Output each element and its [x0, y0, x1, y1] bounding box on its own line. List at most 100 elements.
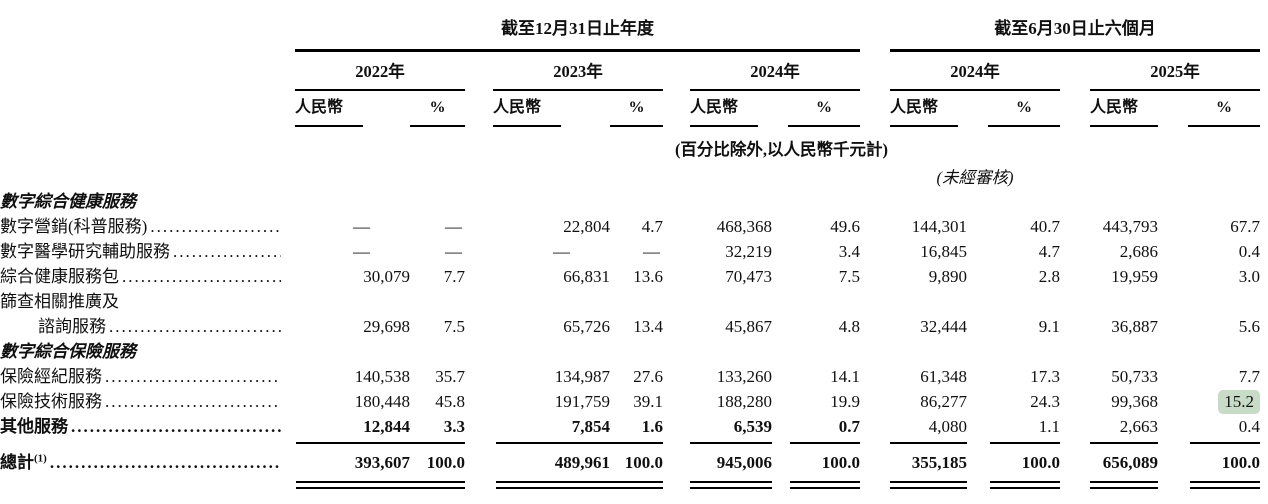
spacer: [1260, 264, 1268, 289]
unaudited-row: (未經審核): [0, 161, 1268, 189]
value-cell: 180,448: [354, 392, 410, 411]
rmb-header: 人民幣: [690, 90, 772, 127]
value-cell: 9,890: [928, 267, 967, 286]
revenue-breakdown-table: 截至12月31日止年度 截至6月30日止六個月 2022年 2023年 2024…: [0, 0, 1268, 489]
value-cell: 0.4: [1238, 242, 1261, 261]
pct-header: %: [610, 90, 663, 127]
spacer: [663, 239, 690, 264]
year-2025-6m: 2025年: [1090, 50, 1261, 91]
row-label-text: 綜合健康服務包: [0, 267, 119, 286]
rule: [410, 476, 465, 489]
table-row: 其他服務....................................…: [0, 414, 1268, 439]
value-cell: 7.7: [443, 267, 465, 286]
pct-label: %: [410, 91, 465, 127]
value-cell: 2,686: [1119, 242, 1158, 261]
value-cell: 22,804: [563, 217, 610, 236]
pct-header: %: [967, 90, 1060, 127]
value-cell: 443,793: [1102, 217, 1158, 236]
spacer: [1060, 414, 1090, 439]
spacer: [860, 314, 890, 339]
spacer: [1260, 239, 1268, 264]
section-label-text: 數字綜合健康服務: [0, 192, 136, 211]
spacer: [663, 264, 690, 289]
row-label: 數字醫學研究輔助服務..............................…: [0, 239, 295, 264]
value-cell: 100.0: [1021, 453, 1060, 472]
value-cell: 39.1: [633, 392, 663, 411]
value-cell: 2.8: [1038, 267, 1060, 286]
section-header-row: 數字綜合健康服務: [0, 189, 1268, 214]
spacer: [1260, 444, 1268, 476]
value-cell: 12,844: [363, 417, 410, 436]
units-note-row: (百分比除外,以人民幣千元計): [0, 127, 1268, 161]
spacer: [663, 364, 690, 389]
spacer: [1260, 90, 1268, 127]
value-cell: 3.4: [838, 242, 860, 261]
value-cell: 188,280: [716, 392, 772, 411]
value-cell: 1.6: [641, 417, 663, 436]
row-label: 綜合健康服務包.................................…: [0, 264, 295, 289]
pct-label: %: [788, 91, 860, 127]
section-label: 數字綜合健康服務: [0, 189, 1268, 214]
row-label-text: 篩查相關推廣及: [0, 292, 119, 311]
spacer: [0, 90, 295, 127]
rule: [890, 439, 967, 444]
rmb-label: 人民幣: [295, 91, 363, 127]
spacer: [663, 51, 690, 91]
value-cell: 30,079: [363, 267, 410, 286]
value-cell: 0.7: [838, 417, 860, 436]
pct-header: %: [410, 90, 465, 127]
value-cell: 61,348: [920, 367, 967, 386]
value-cell: 45,867: [725, 317, 772, 336]
rmb-label: 人民幣: [690, 91, 758, 127]
period-group-six-months: 截至6月30日止六個月: [890, 0, 1261, 52]
row-label-text: 數字醫學研究輔助服務: [0, 242, 170, 261]
row-label: 保險經紀服務..................................…: [0, 364, 295, 389]
rule: [1090, 439, 1158, 444]
spacer: [860, 51, 890, 91]
value-cell: 4,080: [928, 417, 967, 436]
year-2023: 2023年: [493, 50, 663, 91]
value-cell: —: [353, 217, 370, 236]
rule: [610, 476, 663, 489]
double-rule-row: [0, 476, 1268, 489]
spacer: [663, 214, 690, 239]
rule: [610, 439, 663, 444]
rmb-header: 人民幣: [1090, 90, 1158, 127]
value-cell: 50,733: [1111, 367, 1158, 386]
dot-leader: ........................................…: [49, 453, 281, 472]
value-cell: 14.1: [830, 367, 860, 386]
dot-leader: ........................................…: [122, 267, 281, 286]
group-title-row: 截至12月31日止年度 截至6月30日止六個月: [0, 0, 1268, 52]
rmb-header: 人民幣: [890, 90, 967, 127]
value-cell: 1.1: [1038, 417, 1060, 436]
value-cell: 16,845: [920, 242, 967, 261]
spacer: [1060, 51, 1090, 91]
row-label-text: 數字營銷(科普服務): [0, 217, 148, 236]
spacer: [1060, 161, 1090, 189]
spacer: [465, 364, 493, 389]
spacer: [0, 127, 295, 161]
spacer: [663, 444, 690, 476]
rule: [493, 476, 610, 489]
total-row: 總計(1)...................................…: [0, 444, 1268, 476]
value-cell: 7.7: [1238, 367, 1261, 386]
total-label-text: 總計(1): [0, 452, 47, 472]
value-cell: 9.1: [1038, 317, 1060, 336]
table-row: 數字營銷(科普服務)..............................…: [0, 214, 1268, 239]
rule: [1090, 476, 1158, 489]
row-label: 其他服務....................................…: [0, 414, 295, 439]
pct-label: %: [610, 91, 663, 127]
value-cell: 489,961: [554, 453, 610, 472]
dot-leader: ........................................…: [109, 317, 281, 336]
spacer: [1060, 314, 1090, 339]
table-row: 數字醫學研究輔助服務..............................…: [0, 239, 1268, 264]
spacer: [465, 214, 493, 239]
value-cell: —: [445, 217, 462, 236]
section-header-row: 數字綜合保險服務: [0, 339, 1268, 364]
spacer: [0, 0, 295, 51]
spacer: [860, 90, 890, 127]
rule: [1158, 476, 1261, 489]
value-cell: 13.6: [633, 267, 663, 286]
value-cell: —: [553, 242, 570, 261]
value-cell: 393,607: [354, 453, 410, 472]
